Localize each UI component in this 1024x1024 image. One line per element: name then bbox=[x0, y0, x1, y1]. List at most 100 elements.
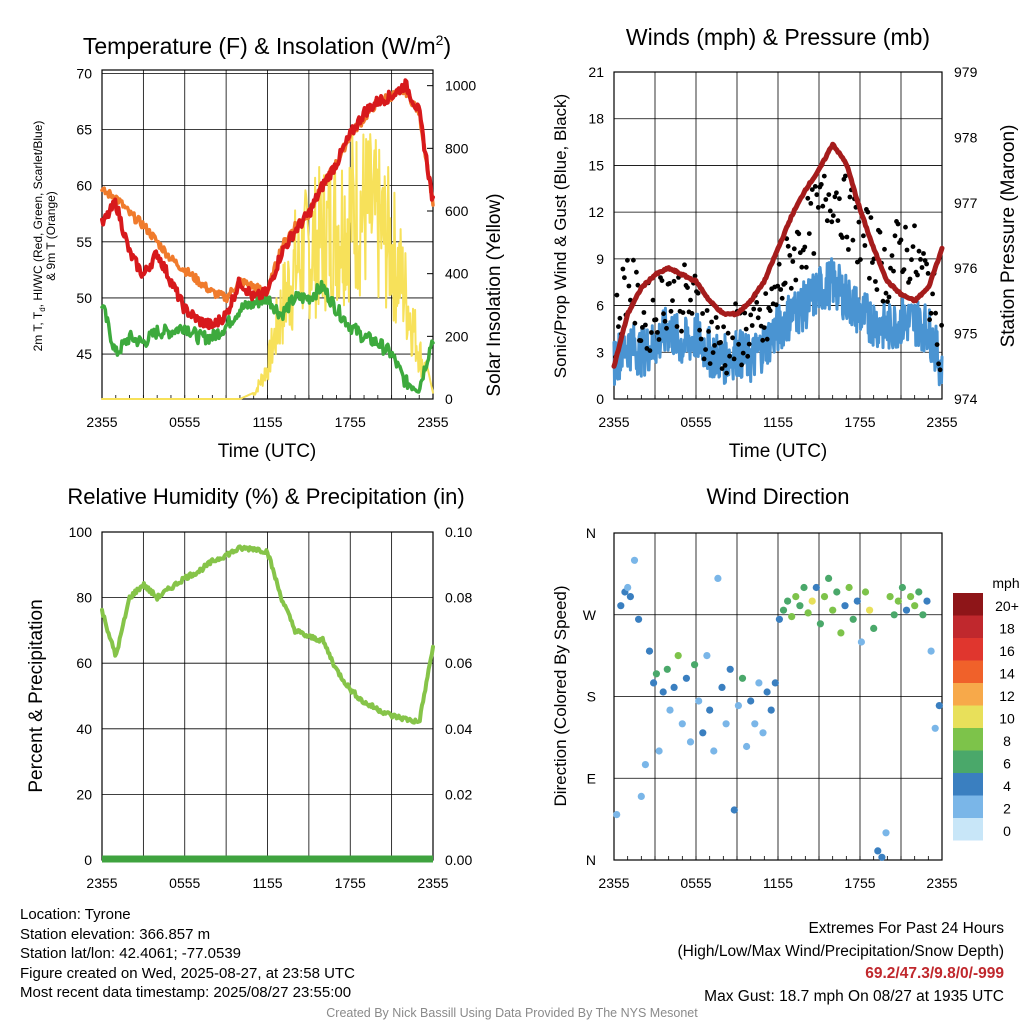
gust-point bbox=[631, 257, 636, 263]
gust-point bbox=[802, 244, 808, 250]
gust-point bbox=[775, 283, 781, 289]
gust-point bbox=[820, 203, 826, 209]
wind-y-tick-label: 21 bbox=[588, 64, 604, 80]
gust-point bbox=[695, 290, 701, 296]
direction-point bbox=[734, 702, 743, 710]
gust-point bbox=[767, 308, 773, 314]
direction-left-ylabel: Direction (Colored By Speed) bbox=[551, 585, 570, 806]
direction-point bbox=[779, 606, 788, 614]
temp-y2-tick-label: 1000 bbox=[445, 78, 476, 94]
gust-point bbox=[870, 260, 875, 265]
direction-point bbox=[650, 679, 658, 687]
gust-point bbox=[649, 330, 654, 335]
temp-y-tick-label: 45 bbox=[76, 346, 92, 362]
gust-point bbox=[901, 267, 907, 272]
humidity-panel: Relative Humidity (%) & Precipitation (i… bbox=[26, 484, 472, 891]
temp-y2-tick-label: 0 bbox=[445, 391, 453, 407]
temp-2m-line bbox=[100, 78, 435, 331]
rh-y-tick-label: 40 bbox=[76, 721, 92, 737]
direction-point bbox=[755, 679, 763, 687]
gust-point bbox=[757, 307, 763, 312]
direction-point bbox=[898, 583, 907, 592]
gust-point bbox=[818, 182, 824, 187]
gust-point bbox=[874, 287, 880, 292]
wind-y-tick-label: 15 bbox=[588, 157, 604, 173]
dir-y-tick-label: W bbox=[583, 607, 597, 623]
max-gust-text: Max Gust: 18.7 mph On 08/27 at 1935 UTC bbox=[704, 987, 1004, 1005]
gust-point bbox=[868, 215, 874, 221]
temp-y-tick-label: 55 bbox=[76, 234, 92, 250]
direction-point bbox=[820, 593, 829, 601]
gust-point bbox=[748, 312, 754, 318]
gust-point bbox=[832, 194, 838, 200]
gust-point bbox=[930, 291, 935, 297]
gust-point bbox=[843, 173, 848, 179]
gust-point bbox=[805, 195, 811, 201]
direction-point bbox=[800, 583, 808, 592]
wind-y2-tick-label: 979 bbox=[954, 64, 978, 80]
recent-data-text: Most recent data timestamp: 2025/08/27 2… bbox=[20, 984, 352, 1001]
wind-y-tick-label: 0 bbox=[596, 391, 604, 407]
direction-point bbox=[666, 706, 674, 714]
relative-humidity-line bbox=[100, 544, 435, 725]
gust-point bbox=[632, 320, 638, 326]
gust-point bbox=[788, 285, 794, 291]
gust-point bbox=[679, 328, 684, 334]
direction-title: Wind Direction bbox=[706, 484, 849, 509]
direction-point bbox=[870, 624, 878, 633]
direction-point bbox=[923, 597, 931, 605]
legend-label: 14 bbox=[999, 666, 1015, 682]
gust-point bbox=[830, 213, 836, 219]
direction-point bbox=[919, 611, 927, 619]
direction-point bbox=[706, 706, 714, 714]
legend-swatch bbox=[953, 638, 983, 661]
gust-point bbox=[643, 322, 648, 328]
direction-point bbox=[617, 602, 625, 610]
gust-point bbox=[934, 342, 940, 347]
direction-point bbox=[652, 670, 661, 678]
gust-point bbox=[799, 264, 805, 270]
rh-x-tick-label: 2355 bbox=[417, 875, 448, 891]
winds-xlabel: Time (UTC) bbox=[729, 441, 828, 462]
credit-text: Created By Nick Bassill Using Data Provi… bbox=[326, 1006, 698, 1020]
gust-point bbox=[850, 237, 856, 243]
gust-point bbox=[821, 173, 827, 179]
direction-point bbox=[682, 674, 691, 682]
direction-point bbox=[796, 602, 804, 610]
direction-point bbox=[747, 697, 755, 705]
legend-swatch bbox=[953, 818, 983, 841]
gust-point bbox=[745, 353, 751, 359]
gust-point bbox=[671, 278, 677, 284]
gust-point bbox=[674, 324, 680, 329]
legend-swatch bbox=[953, 773, 983, 796]
direction-point bbox=[630, 556, 639, 564]
temp-x-tick-label: 2355 bbox=[417, 414, 448, 430]
humidity-left-ylabel: Percent & Precipitation bbox=[26, 599, 47, 792]
legend-label: 2 bbox=[1003, 801, 1011, 817]
gust-point bbox=[787, 253, 793, 258]
gust-point bbox=[700, 311, 705, 316]
direction-point bbox=[722, 720, 730, 728]
gust-point bbox=[937, 367, 943, 373]
gust-point bbox=[880, 298, 886, 304]
direction-point bbox=[670, 683, 678, 692]
gust-point bbox=[710, 350, 716, 355]
gust-point bbox=[809, 187, 815, 193]
dir-y-tick-label: E bbox=[587, 770, 596, 786]
direction-point bbox=[635, 615, 643, 623]
gust-point bbox=[886, 294, 892, 300]
direction-point bbox=[695, 697, 703, 705]
gust-point bbox=[889, 253, 895, 258]
direction-point bbox=[699, 729, 707, 737]
temp-y-tick-label: 50 bbox=[76, 290, 92, 306]
gust-point bbox=[685, 285, 690, 290]
gust-point bbox=[823, 197, 829, 202]
gust-point bbox=[867, 275, 872, 281]
direction-point bbox=[882, 829, 890, 837]
wind-y2-tick-label: 977 bbox=[954, 195, 978, 211]
legend-label: 20+ bbox=[995, 598, 1019, 614]
wind-y-tick-label: 6 bbox=[596, 298, 604, 314]
gust-point bbox=[840, 235, 845, 240]
dir-y-tick-label: N bbox=[586, 852, 596, 868]
gust-point bbox=[761, 325, 767, 330]
